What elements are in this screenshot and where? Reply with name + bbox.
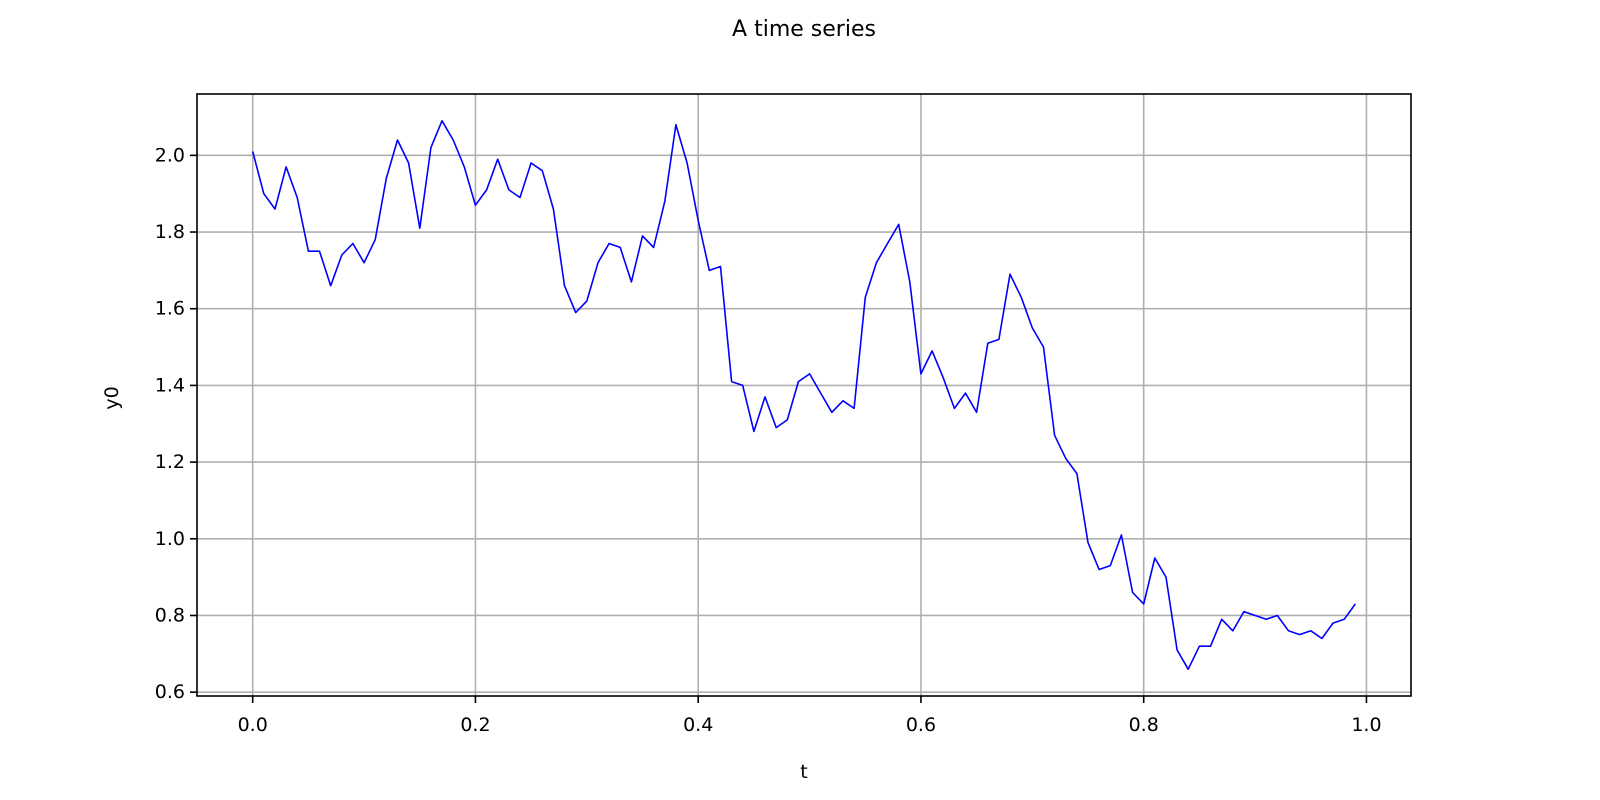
x-tick-label: 0.8 — [1129, 714, 1159, 736]
y-tick-label: 2.0 — [155, 144, 185, 166]
y-tick-label: 1.8 — [155, 221, 185, 243]
chart-title: A time series — [732, 17, 876, 42]
x-tick-label: 0.0 — [238, 714, 268, 736]
grid — [197, 94, 1411, 696]
y-tick-label: 1.2 — [155, 451, 185, 473]
y-tick-label: 1.4 — [155, 374, 185, 396]
x-tick-label: 1.0 — [1351, 714, 1381, 736]
series-line — [251, 120, 1356, 671]
x-tick-label: 0.4 — [683, 714, 713, 736]
y-tick-label: 0.6 — [155, 681, 185, 703]
y-axis-label: y0 — [101, 386, 123, 409]
plot-area-frame — [196, 93, 1412, 697]
y-tick-label: 1.0 — [155, 528, 185, 550]
y-tick-label: 0.8 — [155, 604, 185, 626]
x-tick-label: 0.2 — [460, 714, 490, 736]
x-tick-label: 0.6 — [906, 714, 936, 736]
series — [251, 120, 1356, 671]
y-axis-ticks: 0.6 0.8 1.0 1.2 1.4 1.6 1.8 2.0 — [155, 144, 197, 703]
x-axis-ticks: 0.0 0.2 0.4 0.6 0.8 1.0 — [238, 696, 1382, 736]
y-tick-label: 1.6 — [155, 298, 185, 320]
x-axis-label: t — [800, 761, 807, 783]
